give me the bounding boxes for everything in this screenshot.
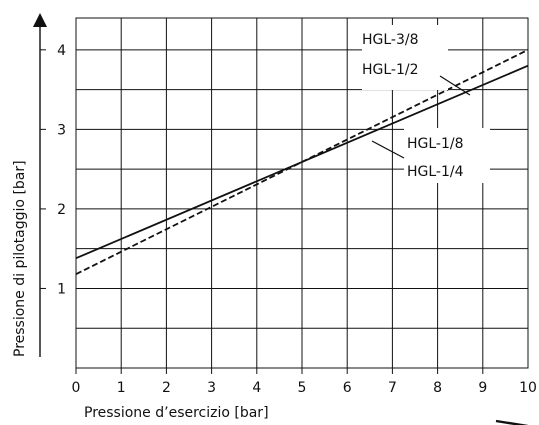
series-label-box-hgl-3-8-1-2 (362, 25, 448, 90)
series-label-hgl-1-8: HGL-1/8 (407, 136, 464, 152)
x-axis-label: Pressione d’esercizio [bar] (84, 405, 269, 421)
series-label-hgl-1-2: HGL-1/2 (362, 62, 419, 78)
y-tick-label-1: 1 (57, 281, 66, 297)
series-label-box-hgl-1-8-1-4 (404, 128, 490, 183)
y-tick-label-2: 2 (57, 202, 66, 218)
x-tick-label-1: 1 (117, 380, 126, 396)
y-tick-label-3: 3 (57, 122, 66, 138)
x-tick-label-5: 5 (298, 380, 307, 396)
x-tick-label-10: 10 (519, 380, 537, 396)
axes (33, 13, 529, 425)
y-tick-label-4: 4 (57, 43, 66, 59)
series-leader-hgl-1-8-1-4 (371, 140, 405, 159)
x-tick-label-8: 8 (433, 380, 442, 396)
x-tick-label-2: 2 (162, 380, 171, 396)
x-axis-arrow-mark (495, 419, 529, 425)
x-tick-label-6: 6 (343, 380, 352, 396)
series-leader-hgl-3-8-1-2 (439, 75, 471, 96)
y-axis-label: Pressione di pilotaggio [bar] (12, 160, 28, 357)
x-tick-label-7: 7 (388, 380, 397, 396)
series-lines (75, 49, 529, 275)
x-tick-label-4: 4 (252, 380, 261, 396)
x-tick-label-9: 9 (478, 380, 487, 396)
grid-lines (76, 18, 528, 368)
x-tick-label-0: 0 (72, 380, 81, 396)
x-tick-label-3: 3 (207, 380, 216, 396)
series-label-hgl-1-4: HGL-1/4 (407, 164, 464, 180)
series-label-hgl-3-8: HGL-3/8 (362, 32, 419, 48)
chart-labels: 0 1 2 3 4 5 6 7 8 9 10 1 2 3 4 HGL-3/8 HGL-1/2 HGL-1/8 HGL… (57, 25, 537, 396)
series-line-hgl-3-8-1-2 (75, 49, 529, 275)
